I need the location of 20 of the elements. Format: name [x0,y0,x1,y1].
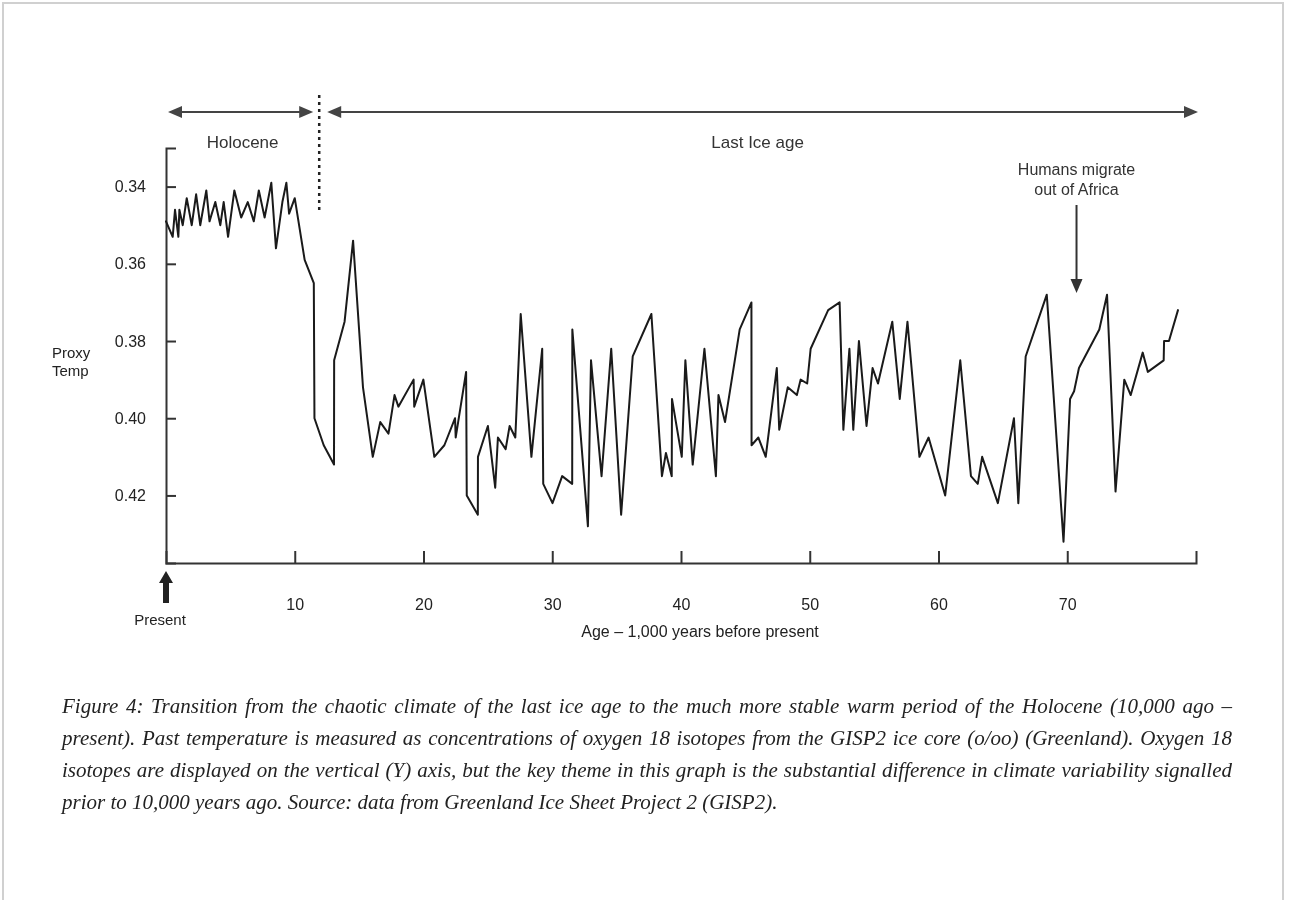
y-tick-label: 0.38 [114,332,147,350]
x-tick-label: 70 [1058,596,1077,614]
line-series [165,181,1179,543]
x-axis-title: Age – 1,000 years before present [581,623,820,640]
x-tick-label: 50 [801,596,820,614]
y-tick-label: 0.34 [114,178,147,196]
x-tick-label: 60 [930,596,948,614]
y-tick-label: 0.36 [114,255,147,273]
x-tick-label: 40 [672,596,691,614]
caption: Figure 4: Transition from the chaotic climate of the last ice age to the much more stable warm period of the Holocene (10,000 ago – present). Past temperature is measured as concentrations of oxygen 18 isotopes from the GISP2 ice core (o/oo) (Greenland). Oxygen 18 isotopes are displayed on the vertical (Y) axis, but the key theme in this graph is the substantial difference in climate variability signalled prior to 10,000 years ago. Source: data from Greenland Ice Sheet Project 2 (GISP2). [62,693,1232,816]
annotation: Last Ice age [711,133,804,152]
x-tick-label: 10 [286,596,305,614]
annotation: Holocene [206,133,279,152]
y-tick-label: 0.42 [114,487,147,505]
x-tick-label: 20 [415,596,433,614]
y-tick-label: 0.40 [114,409,147,427]
text: Present [134,611,187,628]
x-tick-label: 30 [543,596,562,614]
y-axis-title: Proxy Temp [52,344,91,379]
annotation: Humans migrate out of Africa [1017,161,1136,198]
